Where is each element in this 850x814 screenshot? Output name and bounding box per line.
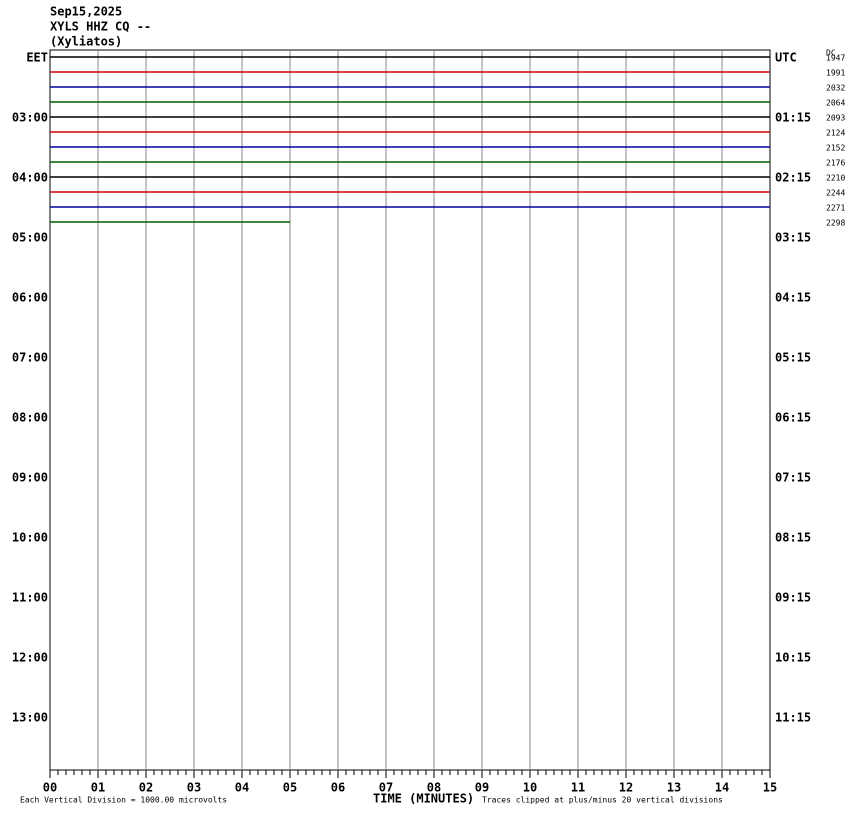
x-tick-label: 15 [763, 781, 777, 795]
right-time-label: 06:15 [775, 411, 811, 425]
right-time-label: 07:15 [775, 471, 811, 485]
right-time-label: 09:15 [775, 591, 811, 605]
dc-value: 1947 [826, 54, 845, 63]
dc-value: 2210 [826, 174, 845, 183]
plot-frame [49, 49, 771, 771]
left-time-label: 11:00 [12, 591, 48, 605]
x-tick-label: 10 [523, 781, 537, 795]
axis-title: TIME (MINUTES) [373, 792, 474, 806]
left-time-label: 08:00 [12, 411, 48, 425]
dc-value: 2124 [826, 129, 845, 138]
location: (Xyliatos) [50, 35, 122, 49]
left-time-label: EET [26, 51, 48, 65]
clip-note: Traces clipped at plus/minus 20 vertical… [482, 796, 723, 805]
station: XYLS HHZ CQ -- [50, 20, 151, 34]
left-time-label: 04:00 [12, 171, 48, 185]
left-time-label: 13:00 [12, 711, 48, 725]
right-time-label: 02:15 [775, 171, 811, 185]
date: Sep15,2025 [50, 5, 122, 19]
left-time-label: 09:00 [12, 471, 48, 485]
left-time-label: 12:00 [12, 651, 48, 665]
right-time-label: 08:15 [775, 531, 811, 545]
x-tick-label: 01 [91, 781, 105, 795]
right-time-label: 03:15 [775, 231, 811, 245]
dc-value: 2176 [826, 159, 845, 168]
x-tick-label: 02 [139, 781, 153, 795]
x-tick-label: 13 [667, 781, 681, 795]
left-time-label: 06:00 [12, 291, 48, 305]
right-time-label: 10:15 [775, 651, 811, 665]
left-time-label: 05:00 [12, 231, 48, 245]
x-tick-label: 04 [235, 781, 249, 795]
x-tick-label: 12 [619, 781, 633, 795]
dc-label: DC [826, 49, 836, 58]
right-time-label: 04:15 [775, 291, 811, 305]
x-tick-label: 11 [571, 781, 585, 795]
dc-value: 2093 [826, 114, 845, 123]
left-time-label: 03:00 [12, 111, 48, 125]
x-tick-label: 00 [43, 781, 57, 795]
left-time-label: 10:00 [12, 531, 48, 545]
x-tick-label: 09 [475, 781, 489, 795]
right-time-label: 05:15 [775, 351, 811, 365]
x-tick-label: 05 [283, 781, 297, 795]
right-time-label: UTC [775, 51, 797, 65]
dc-value: 2032 [826, 84, 845, 93]
right-time-label: 11:15 [775, 711, 811, 725]
dc-value: 2271 [826, 204, 845, 213]
dc-value: 2298 [826, 219, 845, 228]
left-time-label: 07:00 [12, 351, 48, 365]
right-time-label: 01:15 [775, 111, 811, 125]
x-tick-label: 08 [427, 781, 441, 795]
x-tick-label: 14 [715, 781, 729, 795]
x-tick-label: 03 [187, 781, 201, 795]
dc-value: 2152 [826, 144, 845, 153]
scale-note: Each Vertical Division = 1000.00 microvo… [20, 796, 227, 805]
dc-value: 2244 [826, 189, 845, 198]
dc-value: 1991 [826, 69, 845, 78]
x-tick-label: 07 [379, 781, 393, 795]
x-tick-label: 06 [331, 781, 345, 795]
dc-value: 2064 [826, 99, 845, 108]
